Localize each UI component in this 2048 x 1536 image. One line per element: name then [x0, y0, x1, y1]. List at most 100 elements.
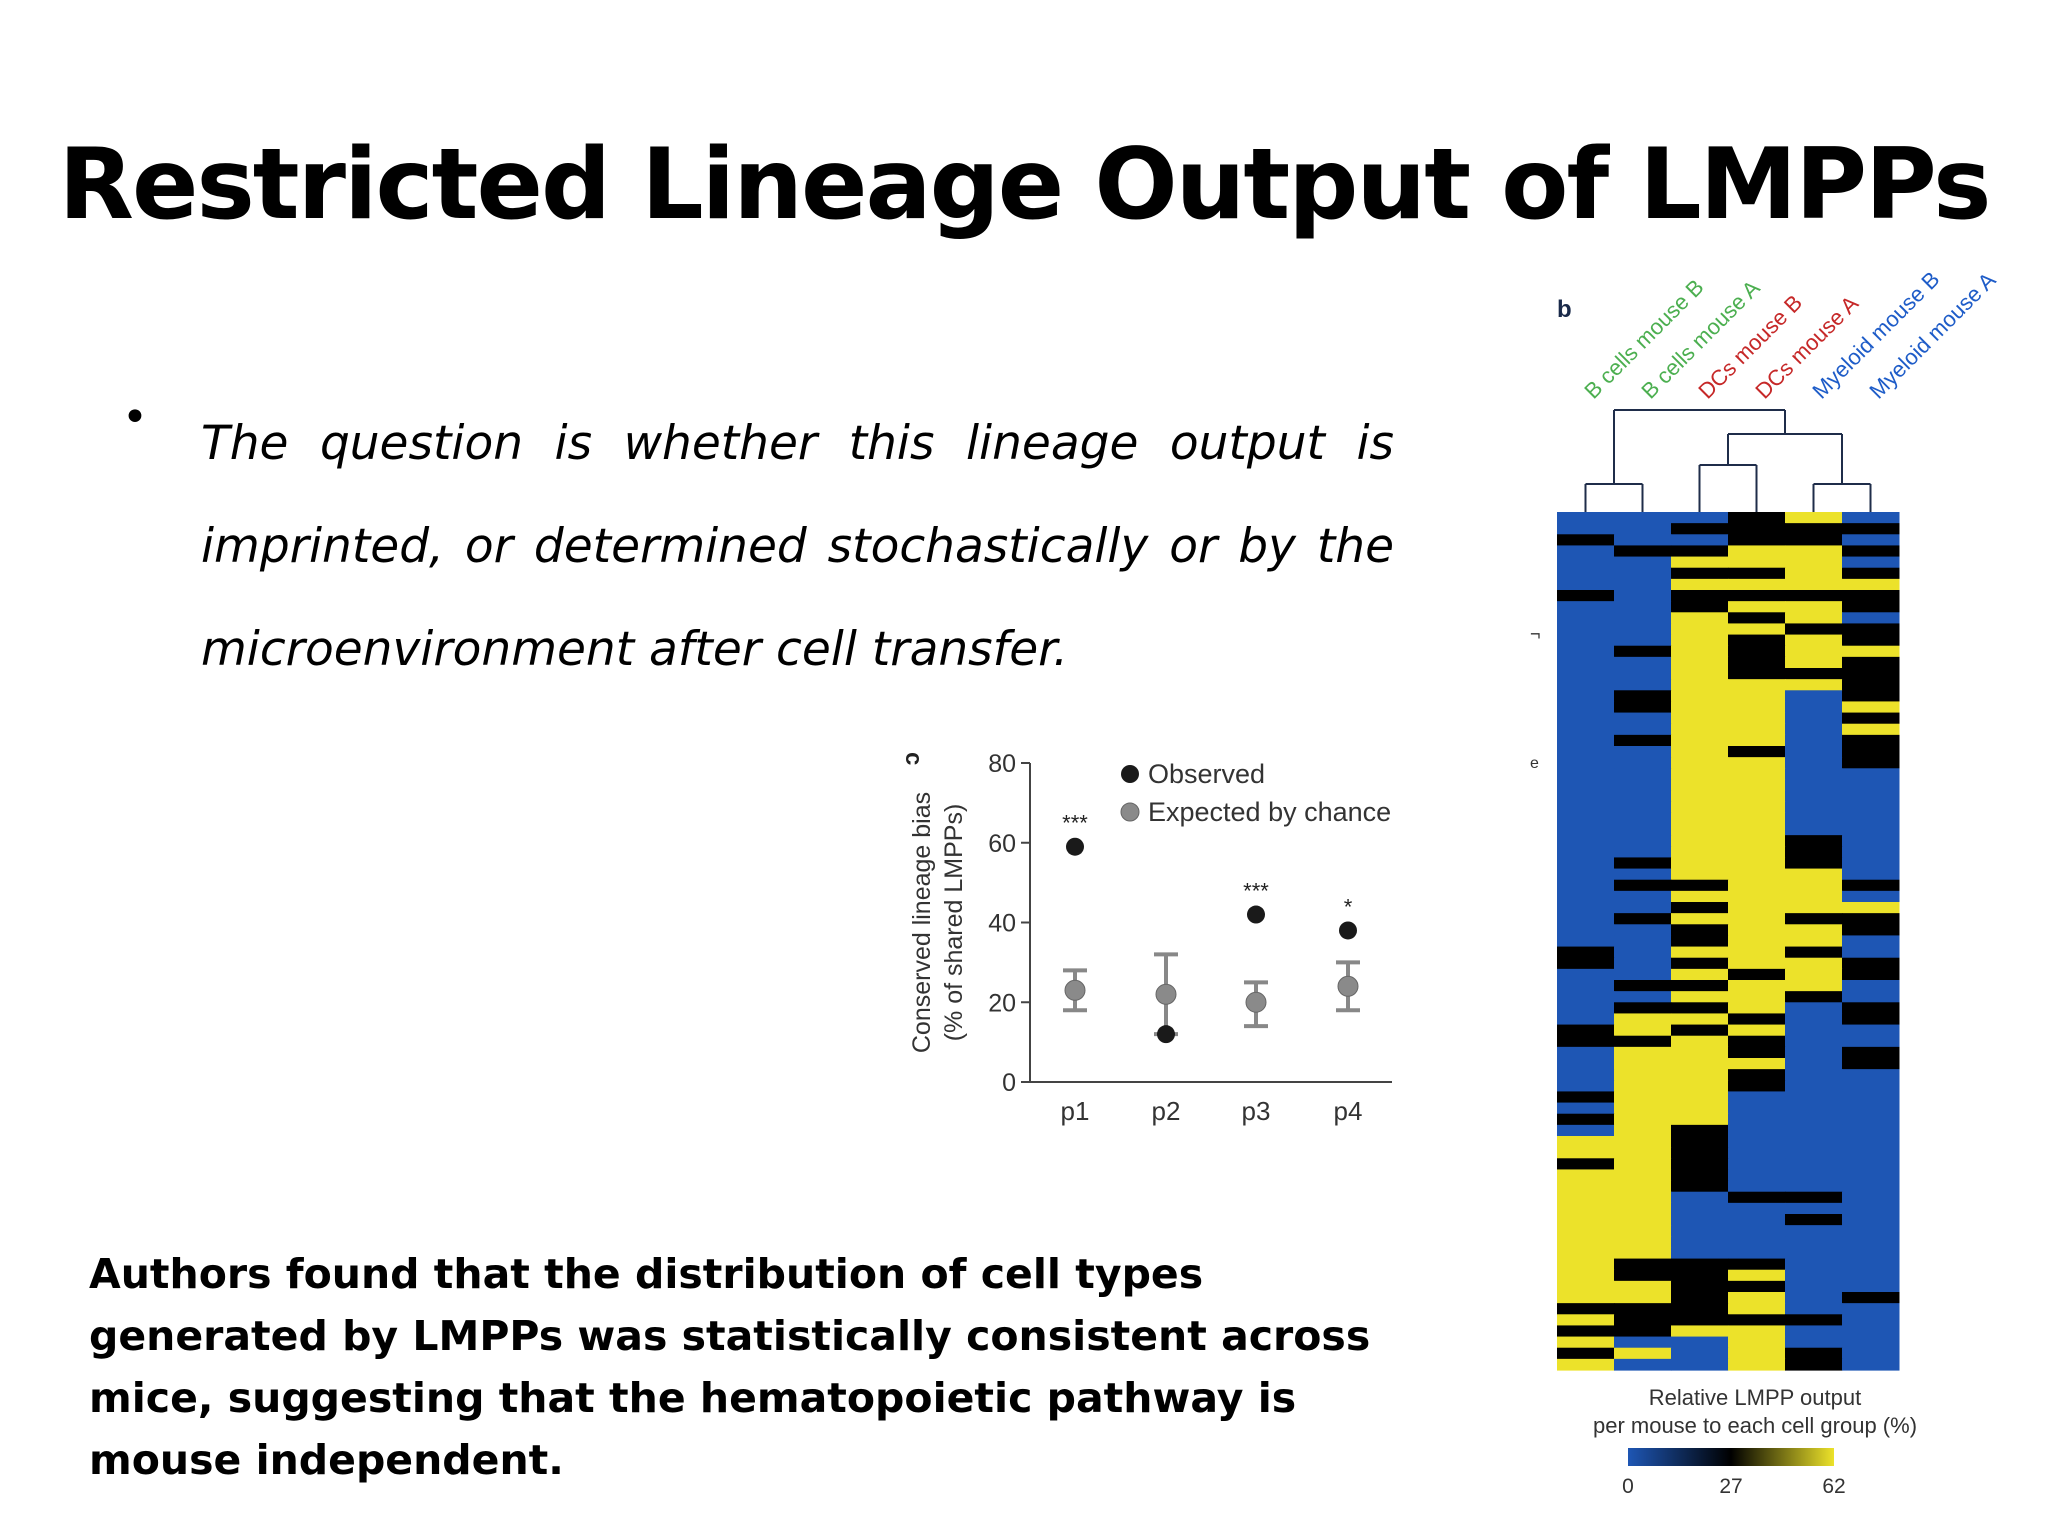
heatmap-cell	[1614, 1358, 1672, 1371]
heatmap-cell	[1842, 957, 1900, 970]
heatmap-cell	[1728, 634, 1786, 647]
heatmap-cell	[1728, 768, 1786, 781]
heatmap-cell	[1785, 723, 1843, 736]
heatmap-cell	[1728, 835, 1786, 847]
heatmap-cell	[1614, 790, 1672, 803]
heatmap-cell	[1785, 801, 1843, 814]
heatmap-cell	[1557, 1292, 1615, 1304]
heatmap-cell	[1842, 968, 1900, 981]
heatmap-cell	[1614, 1013, 1672, 1026]
heatmap-cell	[1557, 1136, 1615, 1148]
heatmap-cell	[1614, 1258, 1672, 1271]
heatmap-cell	[1671, 578, 1729, 591]
heatmap-cell	[1728, 757, 1786, 769]
heatmap-cell	[1785, 712, 1843, 725]
x-tick-label: p4	[1334, 1096, 1363, 1126]
heatmap-cell	[1728, 790, 1786, 803]
heatmap-cell	[1728, 512, 1786, 524]
heatmap-cell	[1785, 1303, 1843, 1315]
heatmap-cell	[1614, 946, 1672, 959]
heatmap-cell	[1614, 623, 1672, 636]
heatmap-cell	[1842, 790, 1900, 803]
heatmap-cell	[1671, 1269, 1729, 1282]
heatmap-cell	[1671, 1080, 1729, 1093]
heatmap-cell	[1842, 712, 1900, 725]
heatmap-cell	[1728, 612, 1786, 625]
heatmap-cell	[1842, 1158, 1900, 1171]
heatmap-cell	[1842, 857, 1900, 870]
heatmap-cell	[1785, 1035, 1843, 1048]
heatmap-cell	[1557, 1002, 1615, 1015]
heatmap-cell	[1557, 1091, 1615, 1104]
heatmap-cell	[1557, 946, 1615, 959]
heatmap-cell	[1785, 1136, 1843, 1148]
heatmap-cell	[1785, 668, 1843, 680]
heatmap-cell	[1557, 991, 1615, 1003]
heatmap-cell	[1557, 701, 1615, 714]
colorbar-tick-label: 27	[1719, 1475, 1742, 1498]
heatmap-cell	[1557, 1069, 1615, 1081]
heatmap-cell	[1671, 1091, 1729, 1104]
heatmap-cell	[1728, 746, 1786, 758]
heatmap-cell	[1671, 935, 1729, 948]
heatmap-cell	[1785, 1158, 1843, 1171]
significance-mark: ***	[1243, 879, 1269, 904]
heatmap-cell	[1557, 879, 1615, 892]
side-mark: e	[1530, 755, 1539, 772]
heatmap-cell	[1842, 1136, 1900, 1148]
heatmap-cell	[1614, 1236, 1672, 1249]
heatmap-cell	[1557, 668, 1615, 680]
heatmap-cell	[1728, 1069, 1786, 1081]
heatmap-cell	[1557, 545, 1615, 558]
heatmap-cell	[1728, 1258, 1786, 1271]
heatmap-cell	[1785, 935, 1843, 948]
heatmap-cell	[1842, 590, 1900, 602]
heatmap-cell	[1614, 1225, 1672, 1237]
heatmap-cell	[1728, 1046, 1786, 1059]
heatmap-cell	[1557, 1303, 1615, 1315]
heatmap-cell	[1728, 734, 1786, 747]
heatmap-cell	[1728, 1214, 1786, 1226]
heatmap-cell	[1557, 868, 1615, 881]
heatmap-cell	[1842, 1225, 1900, 1237]
heatmap-cell	[1614, 1280, 1672, 1293]
heatmap-cell	[1728, 812, 1786, 825]
heatmap-cell	[1614, 857, 1672, 870]
heatmap-cell	[1614, 1180, 1672, 1193]
heatmap-cell	[1842, 701, 1900, 714]
heatmap-cell	[1728, 1191, 1786, 1204]
heatmap-cell	[1785, 1124, 1843, 1137]
heatmap-cell	[1728, 879, 1786, 892]
heatmap-cell	[1557, 790, 1615, 803]
heatmap-cell	[1671, 991, 1729, 1003]
heatmap-cell	[1557, 567, 1615, 580]
heatmap-cell	[1728, 1269, 1786, 1282]
heatmap-cell	[1557, 634, 1615, 647]
heatmap-cell	[1785, 1180, 1843, 1193]
heatmap-cell	[1557, 1124, 1615, 1137]
heatmap-cell	[1728, 1236, 1786, 1249]
heatmap-cell	[1728, 991, 1786, 1003]
heatmap-cell	[1557, 1058, 1615, 1070]
heatmap-cell	[1842, 556, 1900, 569]
heatmap-cell	[1614, 1336, 1672, 1349]
heatmap-cell	[1671, 634, 1729, 647]
heatmap-cell	[1785, 857, 1843, 870]
heatmap-cell	[1614, 567, 1672, 580]
heatmap-cell	[1785, 1080, 1843, 1093]
heatmap-cell	[1671, 1024, 1729, 1037]
heatmap-cell	[1842, 868, 1900, 881]
expected-point	[1064, 979, 1086, 1001]
heatmap-cell	[1614, 913, 1672, 925]
heatmap-cell	[1785, 1024, 1843, 1037]
heatmap-cell	[1728, 1225, 1786, 1237]
heatmap-cell	[1557, 824, 1615, 836]
heatmap-cell	[1557, 645, 1615, 658]
lineage-bias-chart: c 0 20 40 60 80 p1 p2 p3 p4 Conserved lineage bia…	[900, 750, 1392, 1126]
heatmap-cell	[1785, 1058, 1843, 1070]
heatmap-cell	[1557, 734, 1615, 747]
heatmap-cell	[1728, 1124, 1786, 1137]
legend-observed-label: Observed	[1148, 759, 1265, 789]
heatmap-cell	[1785, 924, 1843, 937]
heatmap-cell	[1785, 1013, 1843, 1026]
